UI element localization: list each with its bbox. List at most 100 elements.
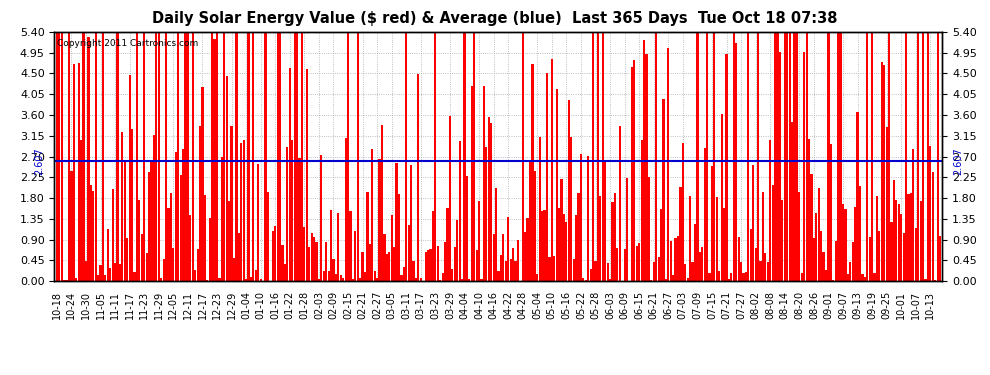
Bar xyxy=(497,272,500,281)
Bar xyxy=(456,219,458,281)
Bar xyxy=(248,32,249,281)
Bar xyxy=(863,278,866,281)
Bar xyxy=(505,261,507,281)
Bar xyxy=(80,140,82,281)
Bar xyxy=(512,248,514,281)
Bar xyxy=(580,154,582,281)
Bar xyxy=(590,269,592,281)
Bar xyxy=(723,208,726,281)
Bar xyxy=(473,32,475,281)
Bar xyxy=(643,40,645,281)
Bar xyxy=(152,135,155,281)
Bar xyxy=(442,273,444,281)
Bar xyxy=(298,158,301,281)
Bar xyxy=(264,32,266,281)
Bar xyxy=(515,261,517,281)
Bar xyxy=(811,174,813,281)
Bar xyxy=(148,172,150,281)
Bar xyxy=(354,231,356,281)
Bar xyxy=(490,123,492,281)
Bar xyxy=(286,147,288,281)
Bar xyxy=(900,214,902,281)
Bar xyxy=(252,32,254,281)
Bar xyxy=(935,279,937,281)
Bar xyxy=(524,232,527,281)
Bar xyxy=(815,213,818,281)
Text: Copyright 2011 Cartronics.com: Copyright 2011 Cartronics.com xyxy=(57,39,198,48)
Bar xyxy=(430,249,432,281)
Bar xyxy=(440,280,442,281)
Bar xyxy=(463,32,465,281)
Bar xyxy=(706,32,708,281)
Bar xyxy=(721,114,723,281)
Bar xyxy=(808,140,810,281)
Bar xyxy=(527,218,529,281)
Bar xyxy=(582,278,584,281)
Bar xyxy=(560,179,562,281)
Bar xyxy=(63,280,65,281)
Bar xyxy=(117,32,119,281)
Bar xyxy=(395,163,398,281)
Bar xyxy=(241,143,243,281)
Bar xyxy=(866,32,868,281)
Bar xyxy=(194,270,196,281)
Bar xyxy=(742,273,744,281)
Bar xyxy=(740,262,742,281)
Bar xyxy=(939,236,941,281)
Bar xyxy=(323,271,325,281)
Bar xyxy=(373,270,376,281)
Bar xyxy=(150,160,152,281)
Bar xyxy=(572,259,575,281)
Bar xyxy=(122,132,124,281)
Bar xyxy=(774,32,776,281)
Bar xyxy=(104,275,107,281)
Bar xyxy=(492,234,495,281)
Bar xyxy=(529,161,531,281)
Bar xyxy=(682,143,684,281)
Bar xyxy=(728,279,730,281)
Bar xyxy=(233,258,235,281)
Bar xyxy=(99,265,102,281)
Bar xyxy=(550,59,553,281)
Bar xyxy=(483,86,485,281)
Bar xyxy=(249,277,252,281)
Bar xyxy=(448,116,451,281)
Bar xyxy=(378,159,381,281)
Bar xyxy=(343,278,345,281)
Bar xyxy=(771,184,774,281)
Bar xyxy=(886,127,888,281)
Bar xyxy=(539,137,541,281)
Bar xyxy=(453,247,455,281)
Bar xyxy=(126,238,129,281)
Bar xyxy=(73,64,75,281)
Bar xyxy=(609,279,611,281)
Bar xyxy=(766,262,769,281)
Bar xyxy=(786,32,788,281)
Bar xyxy=(349,211,351,281)
Bar xyxy=(784,32,786,281)
Bar xyxy=(369,244,371,281)
Bar xyxy=(881,63,883,281)
Bar xyxy=(119,264,121,281)
Bar xyxy=(731,273,733,281)
Bar xyxy=(95,32,97,281)
Bar xyxy=(303,226,306,281)
Bar xyxy=(216,32,218,281)
Bar xyxy=(846,274,849,281)
Bar xyxy=(58,32,60,281)
Bar xyxy=(102,32,104,281)
Bar xyxy=(871,32,873,281)
Bar xyxy=(308,247,310,281)
Bar xyxy=(267,192,269,281)
Bar xyxy=(134,272,136,281)
Bar xyxy=(284,264,286,281)
Bar xyxy=(400,275,403,281)
Bar xyxy=(422,280,425,281)
Bar xyxy=(747,32,749,281)
Bar xyxy=(903,232,905,281)
Bar xyxy=(65,280,67,281)
Bar xyxy=(522,32,524,281)
Bar xyxy=(563,214,565,281)
Bar xyxy=(662,99,664,281)
Bar xyxy=(475,250,478,281)
